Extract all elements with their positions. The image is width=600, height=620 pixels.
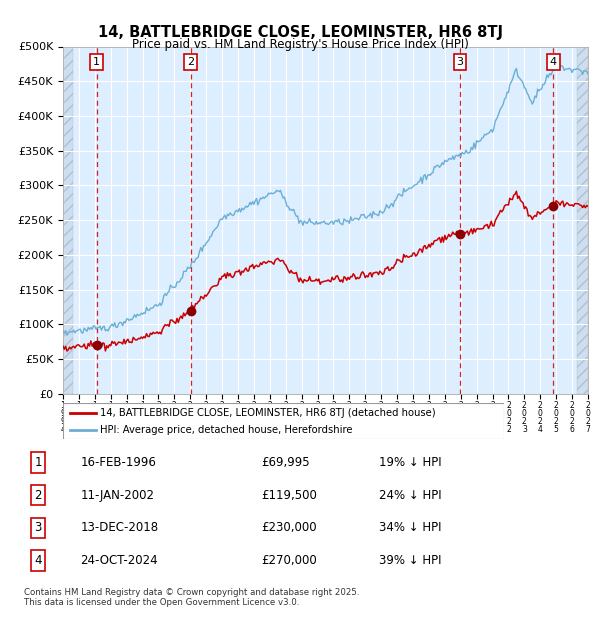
Text: £119,500: £119,500 <box>261 489 317 502</box>
Text: 24-OCT-2024: 24-OCT-2024 <box>80 554 158 567</box>
Text: 2: 2 <box>187 57 194 67</box>
Text: £270,000: £270,000 <box>261 554 317 567</box>
Text: 3: 3 <box>34 521 42 534</box>
Text: 24% ↓ HPI: 24% ↓ HPI <box>379 489 442 502</box>
Text: £230,000: £230,000 <box>261 521 317 534</box>
Text: 34% ↓ HPI: 34% ↓ HPI <box>379 521 442 534</box>
Text: 19% ↓ HPI: 19% ↓ HPI <box>379 456 442 469</box>
Text: £69,995: £69,995 <box>261 456 310 469</box>
Bar <box>63 46 73 394</box>
Text: 39% ↓ HPI: 39% ↓ HPI <box>379 554 442 567</box>
Text: 1: 1 <box>34 456 42 469</box>
Text: 14, BATTLEBRIDGE CLOSE, LEOMINSTER, HR6 8TJ: 14, BATTLEBRIDGE CLOSE, LEOMINSTER, HR6 … <box>97 25 503 40</box>
Text: 14, BATTLEBRIDGE CLOSE, LEOMINSTER, HR6 8TJ (detached house): 14, BATTLEBRIDGE CLOSE, LEOMINSTER, HR6 … <box>100 408 436 418</box>
Text: 13-DEC-2018: 13-DEC-2018 <box>80 521 158 534</box>
Text: 4: 4 <box>34 554 42 567</box>
Text: 3: 3 <box>457 57 463 67</box>
Text: 11-JAN-2002: 11-JAN-2002 <box>80 489 154 502</box>
Text: HPI: Average price, detached house, Herefordshire: HPI: Average price, detached house, Here… <box>100 425 353 435</box>
Text: 4: 4 <box>550 57 557 67</box>
Text: 2: 2 <box>34 489 42 502</box>
Text: Price paid vs. HM Land Registry's House Price Index (HPI): Price paid vs. HM Land Registry's House … <box>131 38 469 51</box>
Text: Contains HM Land Registry data © Crown copyright and database right 2025.
This d: Contains HM Land Registry data © Crown c… <box>24 588 359 607</box>
Text: 16-FEB-1996: 16-FEB-1996 <box>80 456 156 469</box>
Text: 1: 1 <box>93 57 100 67</box>
Bar <box>577 46 588 394</box>
